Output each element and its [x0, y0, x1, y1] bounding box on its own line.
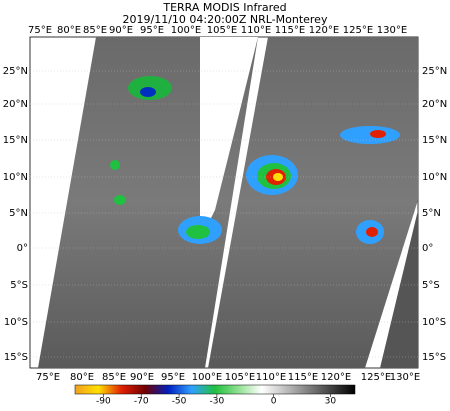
lat-label: 15°N	[422, 135, 447, 146]
lon-label: 105°E	[225, 372, 255, 383]
colorbar-tick-label: -90	[96, 397, 111, 407]
lon-label: 110°E	[241, 25, 271, 36]
lon-label: 130°E	[390, 372, 420, 383]
lon-label: 80°E	[70, 372, 94, 383]
lon-label: 75°E	[28, 25, 52, 36]
lon-label: 85°E	[83, 25, 107, 36]
imagery	[29, 36, 419, 369]
lat-label: 5°N	[422, 208, 441, 219]
lon-label: 115°E	[288, 372, 318, 383]
colorbar	[74, 384, 356, 395]
lon-label: 95°E	[161, 372, 185, 383]
lon-label: 95°E	[140, 25, 164, 36]
lon-label: 100°E	[192, 372, 222, 383]
lat-label: 15°N	[3, 135, 28, 146]
lon-label: 100°E	[171, 25, 201, 36]
lon-label: 75°E	[36, 372, 60, 383]
lat-label: 10°S	[422, 317, 446, 328]
lat-label: 5°S	[10, 280, 28, 291]
colorbar-tick-label: -50	[172, 397, 187, 407]
lon-label: 110°E	[256, 372, 286, 383]
lat-label: 0°	[17, 243, 28, 254]
lon-label: 105°E	[207, 25, 237, 36]
lat-label: 0°	[422, 243, 433, 254]
colorbar-tick-label: 30	[325, 397, 337, 407]
lat-label: 25°N	[422, 66, 447, 77]
lat-label: 20°N	[3, 99, 28, 110]
lat-label: 5°S	[422, 280, 440, 291]
lon-label: 120°E	[321, 372, 351, 383]
colorbar-tick-label: -70	[134, 397, 149, 407]
title: TERRA MODIS Infrared	[162, 1, 286, 14]
lat-label: 15°S	[4, 352, 28, 363]
lon-label: 125°E	[343, 25, 373, 36]
lat-label: 15°S	[422, 352, 446, 363]
lat-label: 20°N	[422, 99, 447, 110]
lat-label: 10°N	[3, 172, 28, 183]
lat-label: 10°S	[4, 317, 28, 328]
subtitle: 2019/11/10 04:20:00Z NRL-Monterey	[123, 13, 328, 26]
colorbar-tick-label: 0	[271, 397, 277, 407]
lon-label: 120°E	[309, 25, 339, 36]
lat-label: 10°N	[422, 172, 447, 183]
lon-label: 85°E	[102, 372, 126, 383]
colorbar-tick-label: -30	[210, 397, 225, 407]
lon-label: 130°E	[377, 25, 407, 36]
lat-label: 5°N	[9, 208, 28, 219]
lon-label: 125°E	[361, 372, 391, 383]
lon-label: 80°E	[57, 25, 81, 36]
lat-label: 25°N	[3, 66, 28, 77]
lon-label: 90°E	[130, 372, 154, 383]
lon-label: 115°E	[275, 25, 305, 36]
lon-label: 90°E	[109, 25, 133, 36]
